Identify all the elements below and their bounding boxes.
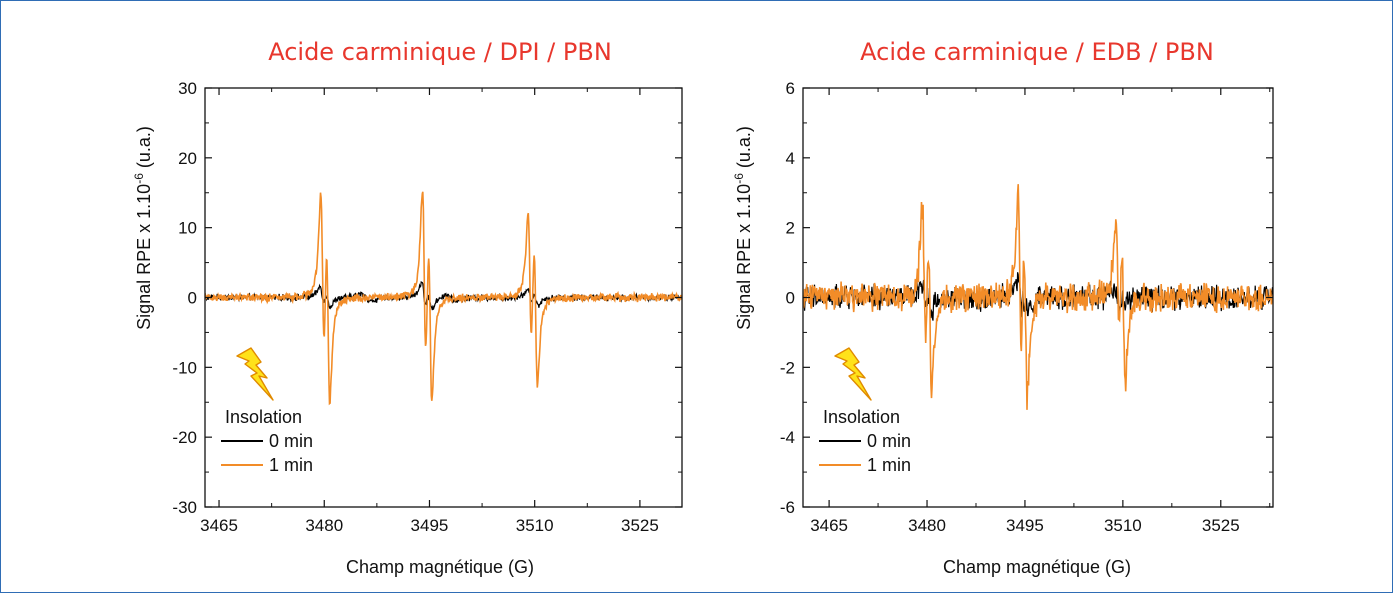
y-tick-label: 30 bbox=[178, 79, 197, 98]
y-tick-label: 20 bbox=[178, 149, 197, 168]
x-tick-label: 3510 bbox=[516, 516, 554, 535]
y-tick-label: 6 bbox=[786, 79, 795, 98]
chart-title-2: Acide carminique / EDB / PBN bbox=[860, 38, 1214, 66]
y-tick-label: 10 bbox=[178, 219, 197, 238]
y-tick-label: -4 bbox=[780, 428, 795, 447]
x-tick-label: 3480 bbox=[305, 516, 343, 535]
y-tick-label: -30 bbox=[172, 498, 197, 517]
chart-title-1: Acide carminique / DPI / PBN bbox=[268, 38, 612, 66]
x-axis-label-1: Champ magnétique (G) bbox=[346, 557, 534, 577]
y-tick-label: -20 bbox=[172, 428, 197, 447]
y-axis-label-1: Signal RPE x 1.10-6 (u.a.) bbox=[132, 126, 154, 330]
lightning-icon bbox=[236, 347, 274, 401]
series-line-1-min bbox=[803, 184, 1273, 410]
plot-area-1: 3465 3480 3495 3510 3525 -30 -20 -10 0 10 20 30 Inso… bbox=[172, 79, 683, 535]
x-tick-label: 3495 bbox=[1006, 516, 1044, 535]
x-tick-label: 3465 bbox=[200, 516, 238, 535]
series-line-1-min bbox=[205, 191, 682, 406]
x-tick-label: 3465 bbox=[810, 516, 848, 535]
x-tick-label: 3510 bbox=[1104, 516, 1142, 535]
x-axis-label-2: Champ magnétique (G) bbox=[943, 557, 1131, 577]
y-axis-label-2: Signal RPE x 1.10-6 (u.a.) bbox=[732, 126, 754, 330]
y-tick-label: 2 bbox=[786, 219, 795, 238]
legend-label: 1 min bbox=[269, 455, 313, 475]
legend-title: Insolation bbox=[823, 407, 900, 427]
legend-title: Insolation bbox=[225, 407, 302, 427]
legend-label: 0 min bbox=[269, 431, 313, 451]
x-tick-label: 3480 bbox=[908, 516, 946, 535]
y-tick-label: -2 bbox=[780, 358, 795, 377]
y-tick-label: -10 bbox=[172, 358, 197, 377]
legend-label: 1 min bbox=[867, 455, 911, 475]
lightning-icon bbox=[834, 347, 872, 401]
y-tick-label: 4 bbox=[786, 149, 795, 168]
legend-label: 0 min bbox=[867, 431, 911, 451]
y-tick-label: 0 bbox=[786, 289, 795, 308]
chart-panel-2: Acide carminique / EDB / PBN 3465 3480 349… bbox=[732, 38, 1274, 577]
chart-panel-1: Acide carminique / DPI / PBN 3465 3480 349… bbox=[132, 38, 683, 577]
x-tick-label: 3525 bbox=[621, 516, 659, 535]
y-tick-label: -6 bbox=[780, 498, 795, 517]
plot-area-2: 3465 3480 3495 3510 3525 -6 -4 -2 0 2 4 6 Insolation… bbox=[780, 79, 1274, 535]
y-tick-label: 0 bbox=[188, 289, 197, 308]
x-tick-label: 3525 bbox=[1202, 516, 1240, 535]
x-tick-label: 3495 bbox=[411, 516, 449, 535]
